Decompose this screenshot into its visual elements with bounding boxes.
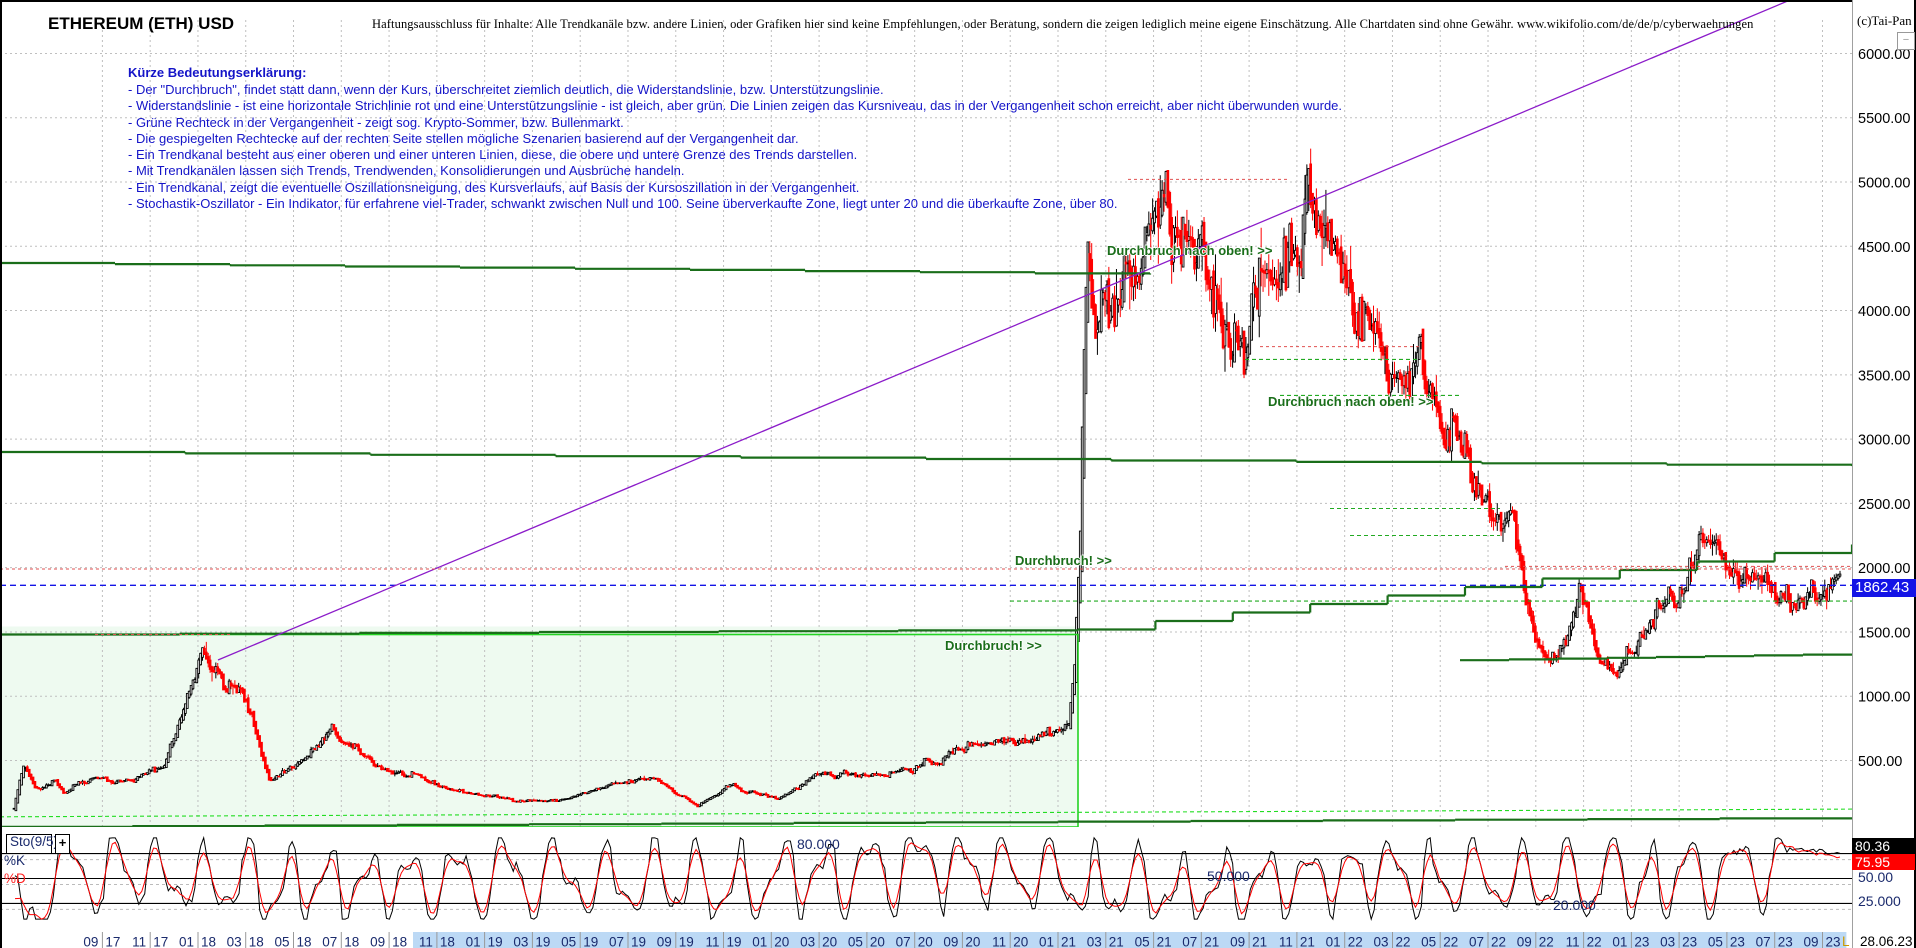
svg-text:22: 22 [1539, 935, 1554, 948]
svg-text:03: 03 [1660, 935, 1675, 948]
svg-text:09: 09 [1230, 935, 1245, 948]
svg-text:01: 01 [752, 935, 767, 948]
svg-text:22: 22 [1443, 935, 1458, 948]
svg-text:20: 20 [774, 935, 789, 948]
svg-text:18: 18 [297, 935, 312, 948]
svg-text:01: 01 [179, 935, 194, 948]
svg-text:03: 03 [800, 935, 815, 948]
svg-text:01: 01 [1612, 935, 1627, 948]
svg-text:20: 20 [870, 935, 885, 948]
svg-text:22: 22 [1587, 935, 1602, 948]
svg-text:09: 09 [370, 935, 385, 948]
svg-text:03: 03 [513, 935, 528, 948]
svg-text:03: 03 [1373, 935, 1388, 948]
svg-text:07: 07 [1182, 935, 1197, 948]
svg-text:01: 01 [1039, 935, 1054, 948]
svg-text:5000.00: 5000.00 [1858, 176, 1910, 192]
svg-text:19: 19 [727, 935, 742, 948]
svg-text:5500.00: 5500.00 [1858, 111, 1910, 127]
svg-text:05: 05 [848, 935, 863, 948]
svg-text:20: 20 [822, 935, 837, 948]
svg-text:18: 18 [344, 935, 359, 948]
svg-text:09: 09 [943, 935, 958, 948]
svg-text:05: 05 [274, 935, 289, 948]
svg-text:21: 21 [1061, 935, 1076, 948]
svg-text:19: 19 [488, 935, 503, 948]
svg-text:09: 09 [1517, 935, 1532, 948]
svg-text:11: 11 [705, 935, 719, 948]
svg-text:1000.00: 1000.00 [1858, 690, 1910, 706]
svg-text:21: 21 [1300, 935, 1315, 948]
svg-text:11: 11 [1566, 935, 1580, 948]
svg-text:19: 19 [583, 935, 598, 948]
svg-text:05: 05 [561, 935, 576, 948]
svg-text:03: 03 [1087, 935, 1102, 948]
svg-text:22: 22 [1396, 935, 1411, 948]
svg-text:05: 05 [1421, 935, 1436, 948]
svg-text:01: 01 [466, 935, 481, 948]
svg-text:11: 11 [419, 935, 433, 948]
svg-text:05: 05 [1135, 935, 1150, 948]
svg-text:22: 22 [1348, 935, 1363, 948]
svg-text:23: 23 [1682, 935, 1697, 948]
svg-text:4500.00: 4500.00 [1858, 240, 1910, 256]
svg-text:18: 18 [440, 935, 455, 948]
svg-text:23: 23 [1826, 935, 1841, 948]
svg-text:11: 11 [992, 935, 1006, 948]
svg-text:05: 05 [1708, 935, 1723, 948]
svg-text:23: 23 [1730, 935, 1745, 948]
svg-text:03: 03 [227, 935, 242, 948]
svg-text:21: 21 [1204, 935, 1219, 948]
svg-text:09: 09 [1803, 935, 1818, 948]
svg-text:3000.00: 3000.00 [1858, 433, 1910, 449]
svg-text:01: 01 [1326, 935, 1341, 948]
svg-text:07: 07 [896, 935, 911, 948]
svg-text:20: 20 [1013, 935, 1028, 948]
svg-text:19: 19 [679, 935, 694, 948]
svg-text:07: 07 [1756, 935, 1771, 948]
svg-text:11: 11 [132, 935, 146, 948]
svg-text:21: 21 [1252, 935, 1267, 948]
svg-text:07: 07 [609, 935, 624, 948]
svg-text:23: 23 [1634, 935, 1649, 948]
svg-text:11: 11 [1279, 935, 1293, 948]
svg-text:19: 19 [535, 935, 550, 948]
svg-text:21: 21 [1109, 935, 1124, 948]
svg-text:17: 17 [153, 935, 168, 948]
svg-text:07: 07 [322, 935, 337, 948]
svg-text:20: 20 [918, 935, 933, 948]
svg-text:07: 07 [1469, 935, 1484, 948]
svg-text:21: 21 [1157, 935, 1172, 948]
svg-text:500.00: 500.00 [1858, 754, 1902, 770]
svg-text:09: 09 [83, 935, 98, 948]
svg-text:22: 22 [1491, 935, 1506, 948]
svg-text:2500.00: 2500.00 [1858, 497, 1910, 513]
svg-text:4000.00: 4000.00 [1858, 304, 1910, 320]
svg-text:09: 09 [657, 935, 672, 948]
svg-text:18: 18 [249, 935, 264, 948]
svg-text:18: 18 [392, 935, 407, 948]
svg-text:3500.00: 3500.00 [1858, 368, 1910, 384]
svg-text:17: 17 [105, 935, 120, 948]
svg-text:2000.00: 2000.00 [1858, 561, 1910, 577]
svg-text:18: 18 [201, 935, 216, 948]
svg-text:19: 19 [631, 935, 646, 948]
svg-text:23: 23 [1778, 935, 1793, 948]
svg-text:1500.00: 1500.00 [1858, 625, 1910, 641]
svg-text:20: 20 [965, 935, 980, 948]
